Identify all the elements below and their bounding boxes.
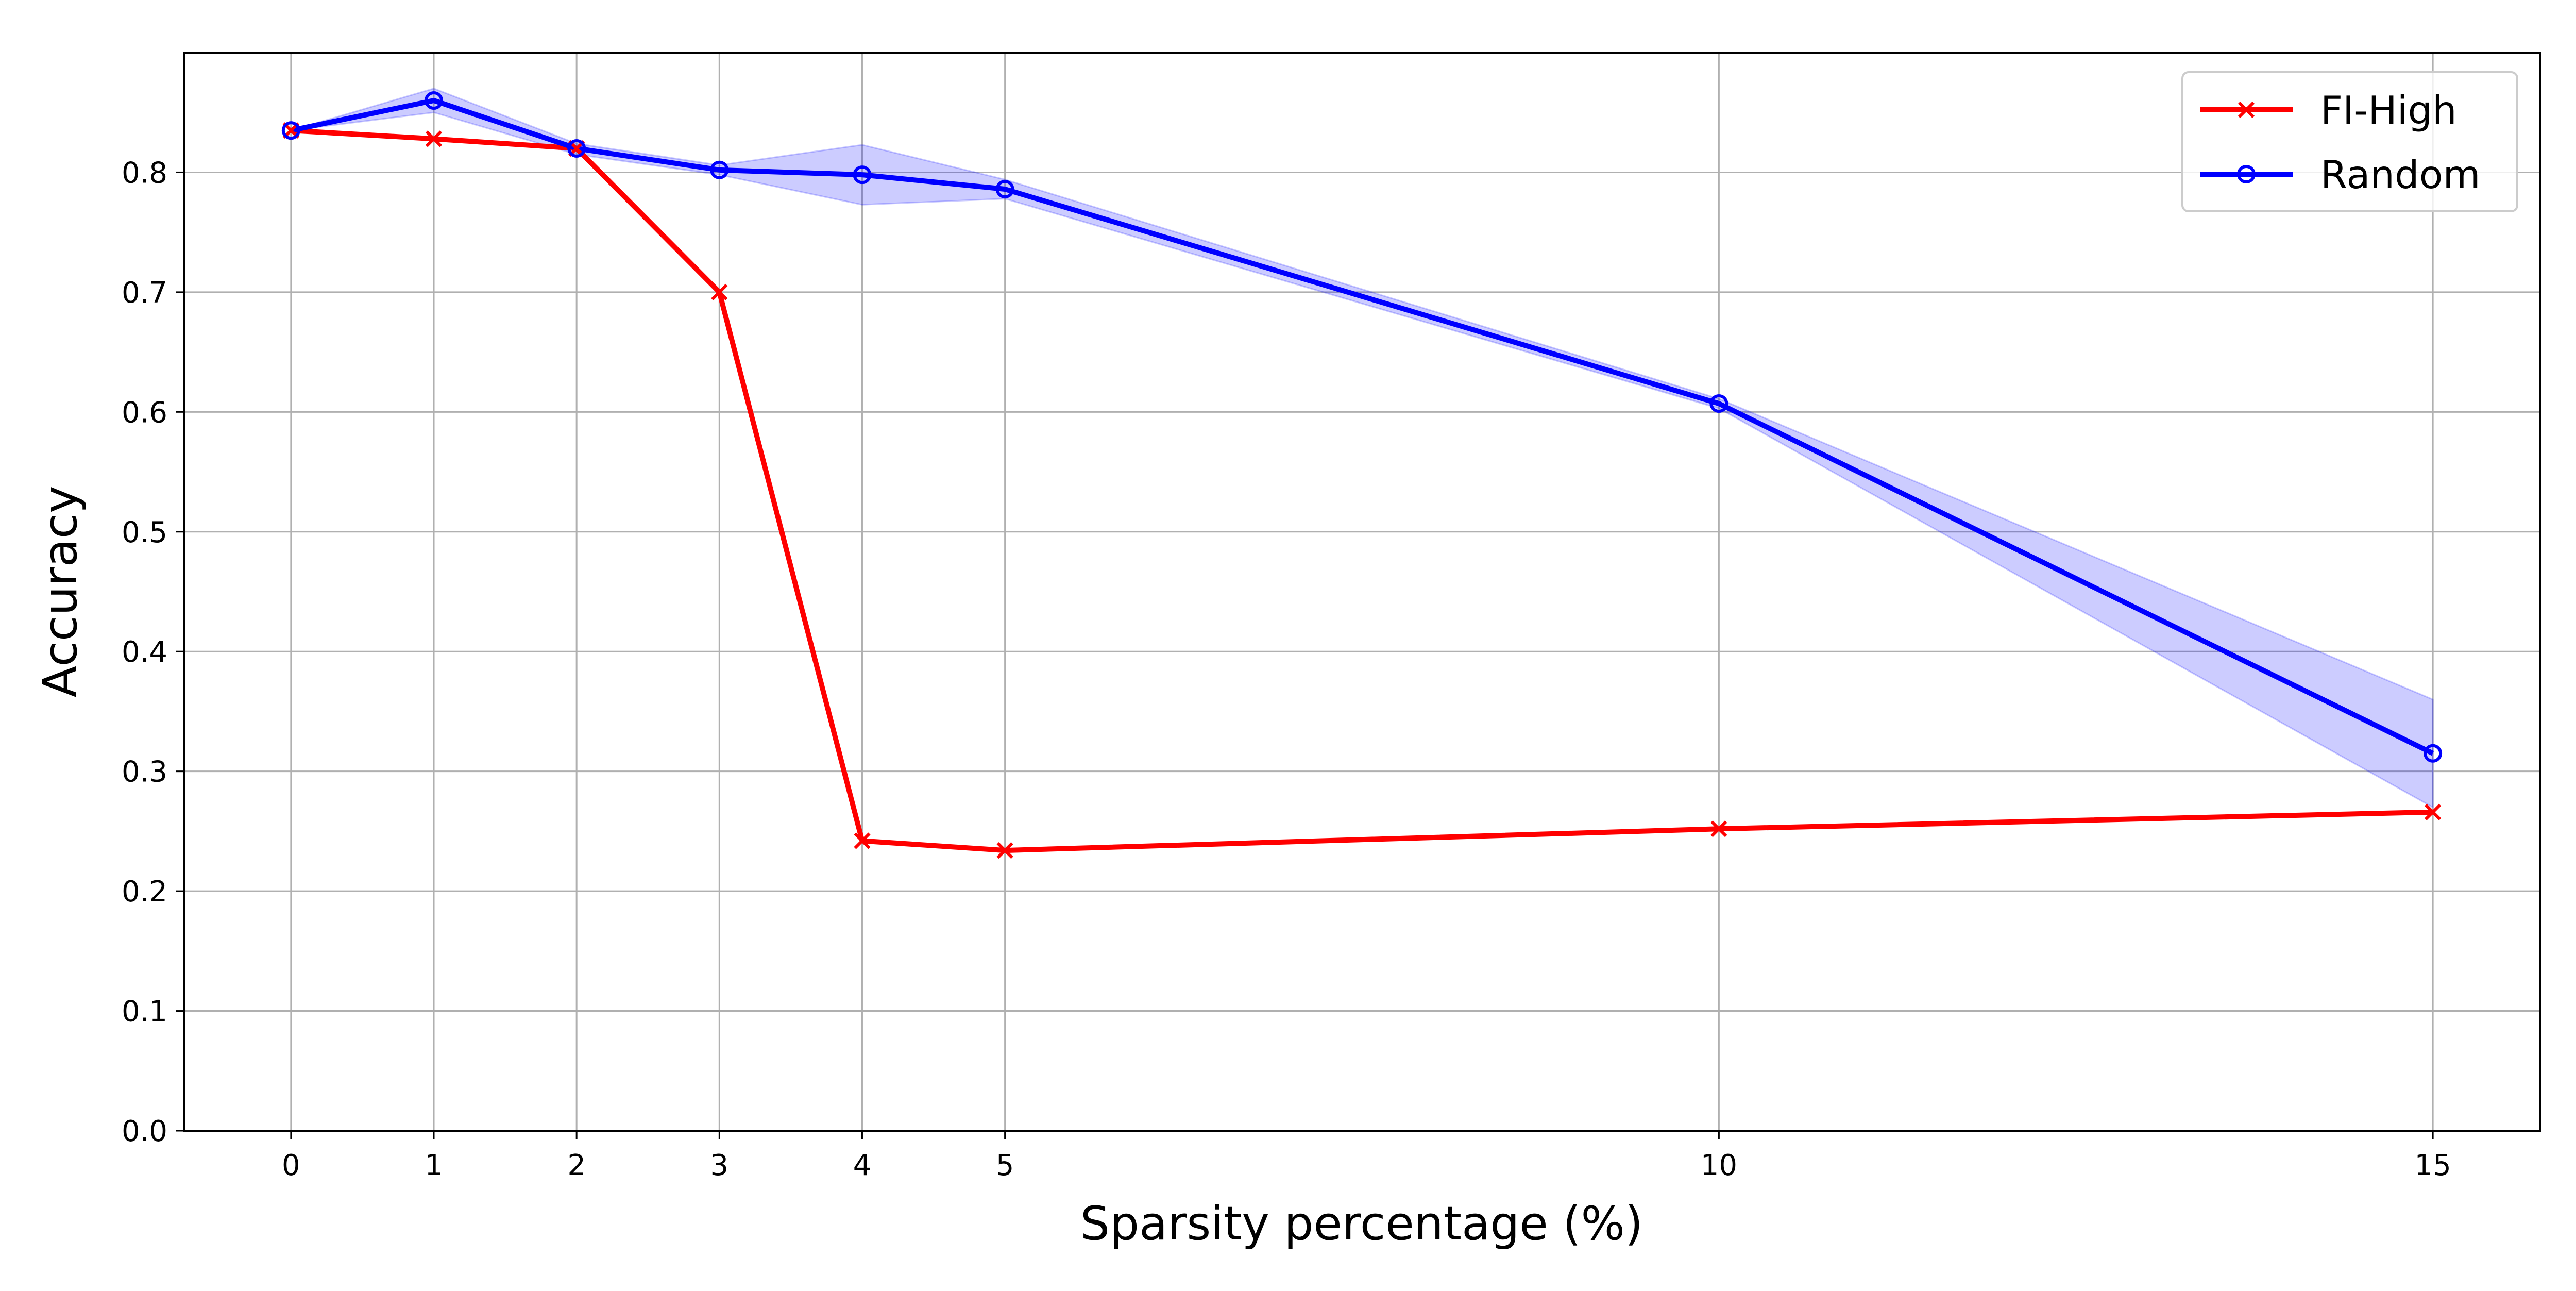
fi-high-point	[854, 832, 871, 849]
y-axis-title: Accuracy	[33, 486, 88, 698]
y-tick-label: 0.4	[122, 635, 167, 669]
random-point	[710, 160, 729, 179]
random-point	[995, 179, 1014, 198]
y-tick-label: 0.6	[122, 396, 167, 429]
fi-high-point	[1710, 820, 1727, 837]
random-point	[1709, 394, 1728, 413]
x-tick-label: 3	[710, 1149, 728, 1182]
x-tick-label: 0	[282, 1149, 300, 1182]
x-tick-label: 10	[1701, 1149, 1737, 1182]
x-marker-stroke	[1710, 820, 1727, 837]
legend-entry-fi-high: FI-High	[2200, 88, 2457, 133]
y-tick-label: 0.1	[122, 995, 167, 1029]
random-point	[853, 165, 872, 185]
axis-ticks: 0 1 2 3 4 5 10 15 0.0 0.1 0.2 0.3 0.4 0.5 0.6 0.7 0.8	[122, 156, 2451, 1182]
fi-high-point	[711, 283, 728, 301]
x-tick-label: 2	[567, 1149, 586, 1182]
fi-high-line	[291, 128, 2433, 853]
random-point	[425, 91, 444, 110]
y-tick-label: 0.2	[122, 875, 167, 909]
legend-label: Random	[2320, 152, 2481, 197]
random-point	[567, 139, 586, 158]
legend-label: FI-High	[2320, 88, 2457, 133]
x-axis-title: Sparsity percentage (%)	[1080, 1197, 1643, 1251]
y-tick-label: 0.3	[122, 756, 167, 789]
legend-swatch-marker	[2237, 165, 2256, 183]
random-line	[290, 97, 2434, 756]
x-marker-stroke	[2425, 803, 2442, 820]
x-tick-label: 15	[2415, 1149, 2451, 1182]
x-marker-stroke	[425, 130, 443, 147]
x-marker-stroke	[2238, 101, 2255, 119]
series-lines	[290, 97, 2434, 853]
legend-swatch-marker	[2238, 101, 2255, 119]
random-point	[281, 121, 300, 140]
legend: FI-High Random	[2181, 71, 2518, 212]
x-tick-label: 1	[425, 1149, 443, 1182]
fi-high-point	[996, 842, 1013, 859]
fi-high-point	[2425, 803, 2442, 820]
x-tick-label: 5	[996, 1149, 1014, 1182]
x-marker-stroke	[996, 842, 1013, 859]
y-tick-label: 0.7	[122, 276, 167, 310]
x-marker-stroke	[854, 832, 871, 849]
x-marker-stroke	[711, 283, 728, 301]
random-point	[2424, 744, 2443, 763]
legend-entry-random: Random	[2200, 152, 2481, 197]
y-tick-label: 0.8	[122, 156, 167, 190]
series-markers	[281, 91, 2443, 859]
plot-area-frame	[183, 52, 2541, 1132]
fi-high-point	[425, 130, 443, 147]
y-tick-label: 0.0	[122, 1115, 167, 1148]
y-tick-label: 0.5	[122, 516, 167, 549]
x-tick-label: 4	[853, 1149, 872, 1182]
